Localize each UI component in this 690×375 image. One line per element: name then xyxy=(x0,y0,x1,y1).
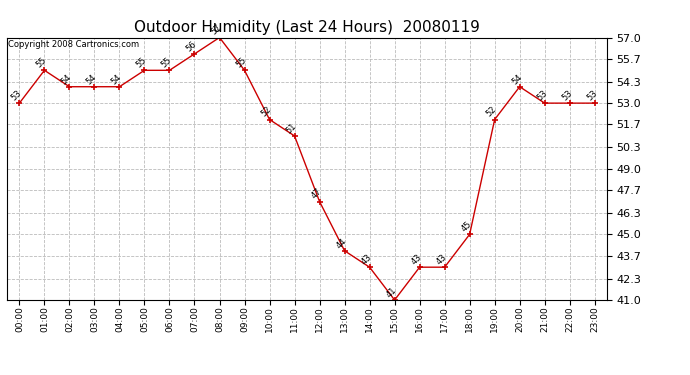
Text: 44: 44 xyxy=(335,236,348,250)
Text: 53: 53 xyxy=(535,88,549,102)
Text: 54: 54 xyxy=(60,72,74,86)
Text: 56: 56 xyxy=(185,39,199,53)
Text: 43: 43 xyxy=(360,252,374,266)
Text: 51: 51 xyxy=(285,122,299,135)
Text: 54: 54 xyxy=(510,72,524,86)
Text: 55: 55 xyxy=(235,56,248,69)
Text: 52: 52 xyxy=(260,105,274,119)
Text: 43: 43 xyxy=(410,252,424,266)
Text: 53: 53 xyxy=(10,88,23,102)
Text: 43: 43 xyxy=(435,252,448,266)
Text: 41: 41 xyxy=(385,285,399,299)
Text: 54: 54 xyxy=(110,72,124,86)
Text: 55: 55 xyxy=(34,56,48,69)
Text: 53: 53 xyxy=(585,88,599,102)
Title: Outdoor Humidity (Last 24 Hours)  20080119: Outdoor Humidity (Last 24 Hours) 2008011… xyxy=(134,20,480,35)
Text: 45: 45 xyxy=(460,220,474,234)
Text: 47: 47 xyxy=(310,187,324,201)
Text: 57: 57 xyxy=(210,23,224,37)
Text: 55: 55 xyxy=(135,56,148,69)
Text: 53: 53 xyxy=(560,88,574,102)
Text: 54: 54 xyxy=(85,72,99,86)
Text: 55: 55 xyxy=(160,56,174,69)
Text: 52: 52 xyxy=(485,105,499,119)
Text: Copyright 2008 Cartronics.com: Copyright 2008 Cartronics.com xyxy=(8,40,139,49)
